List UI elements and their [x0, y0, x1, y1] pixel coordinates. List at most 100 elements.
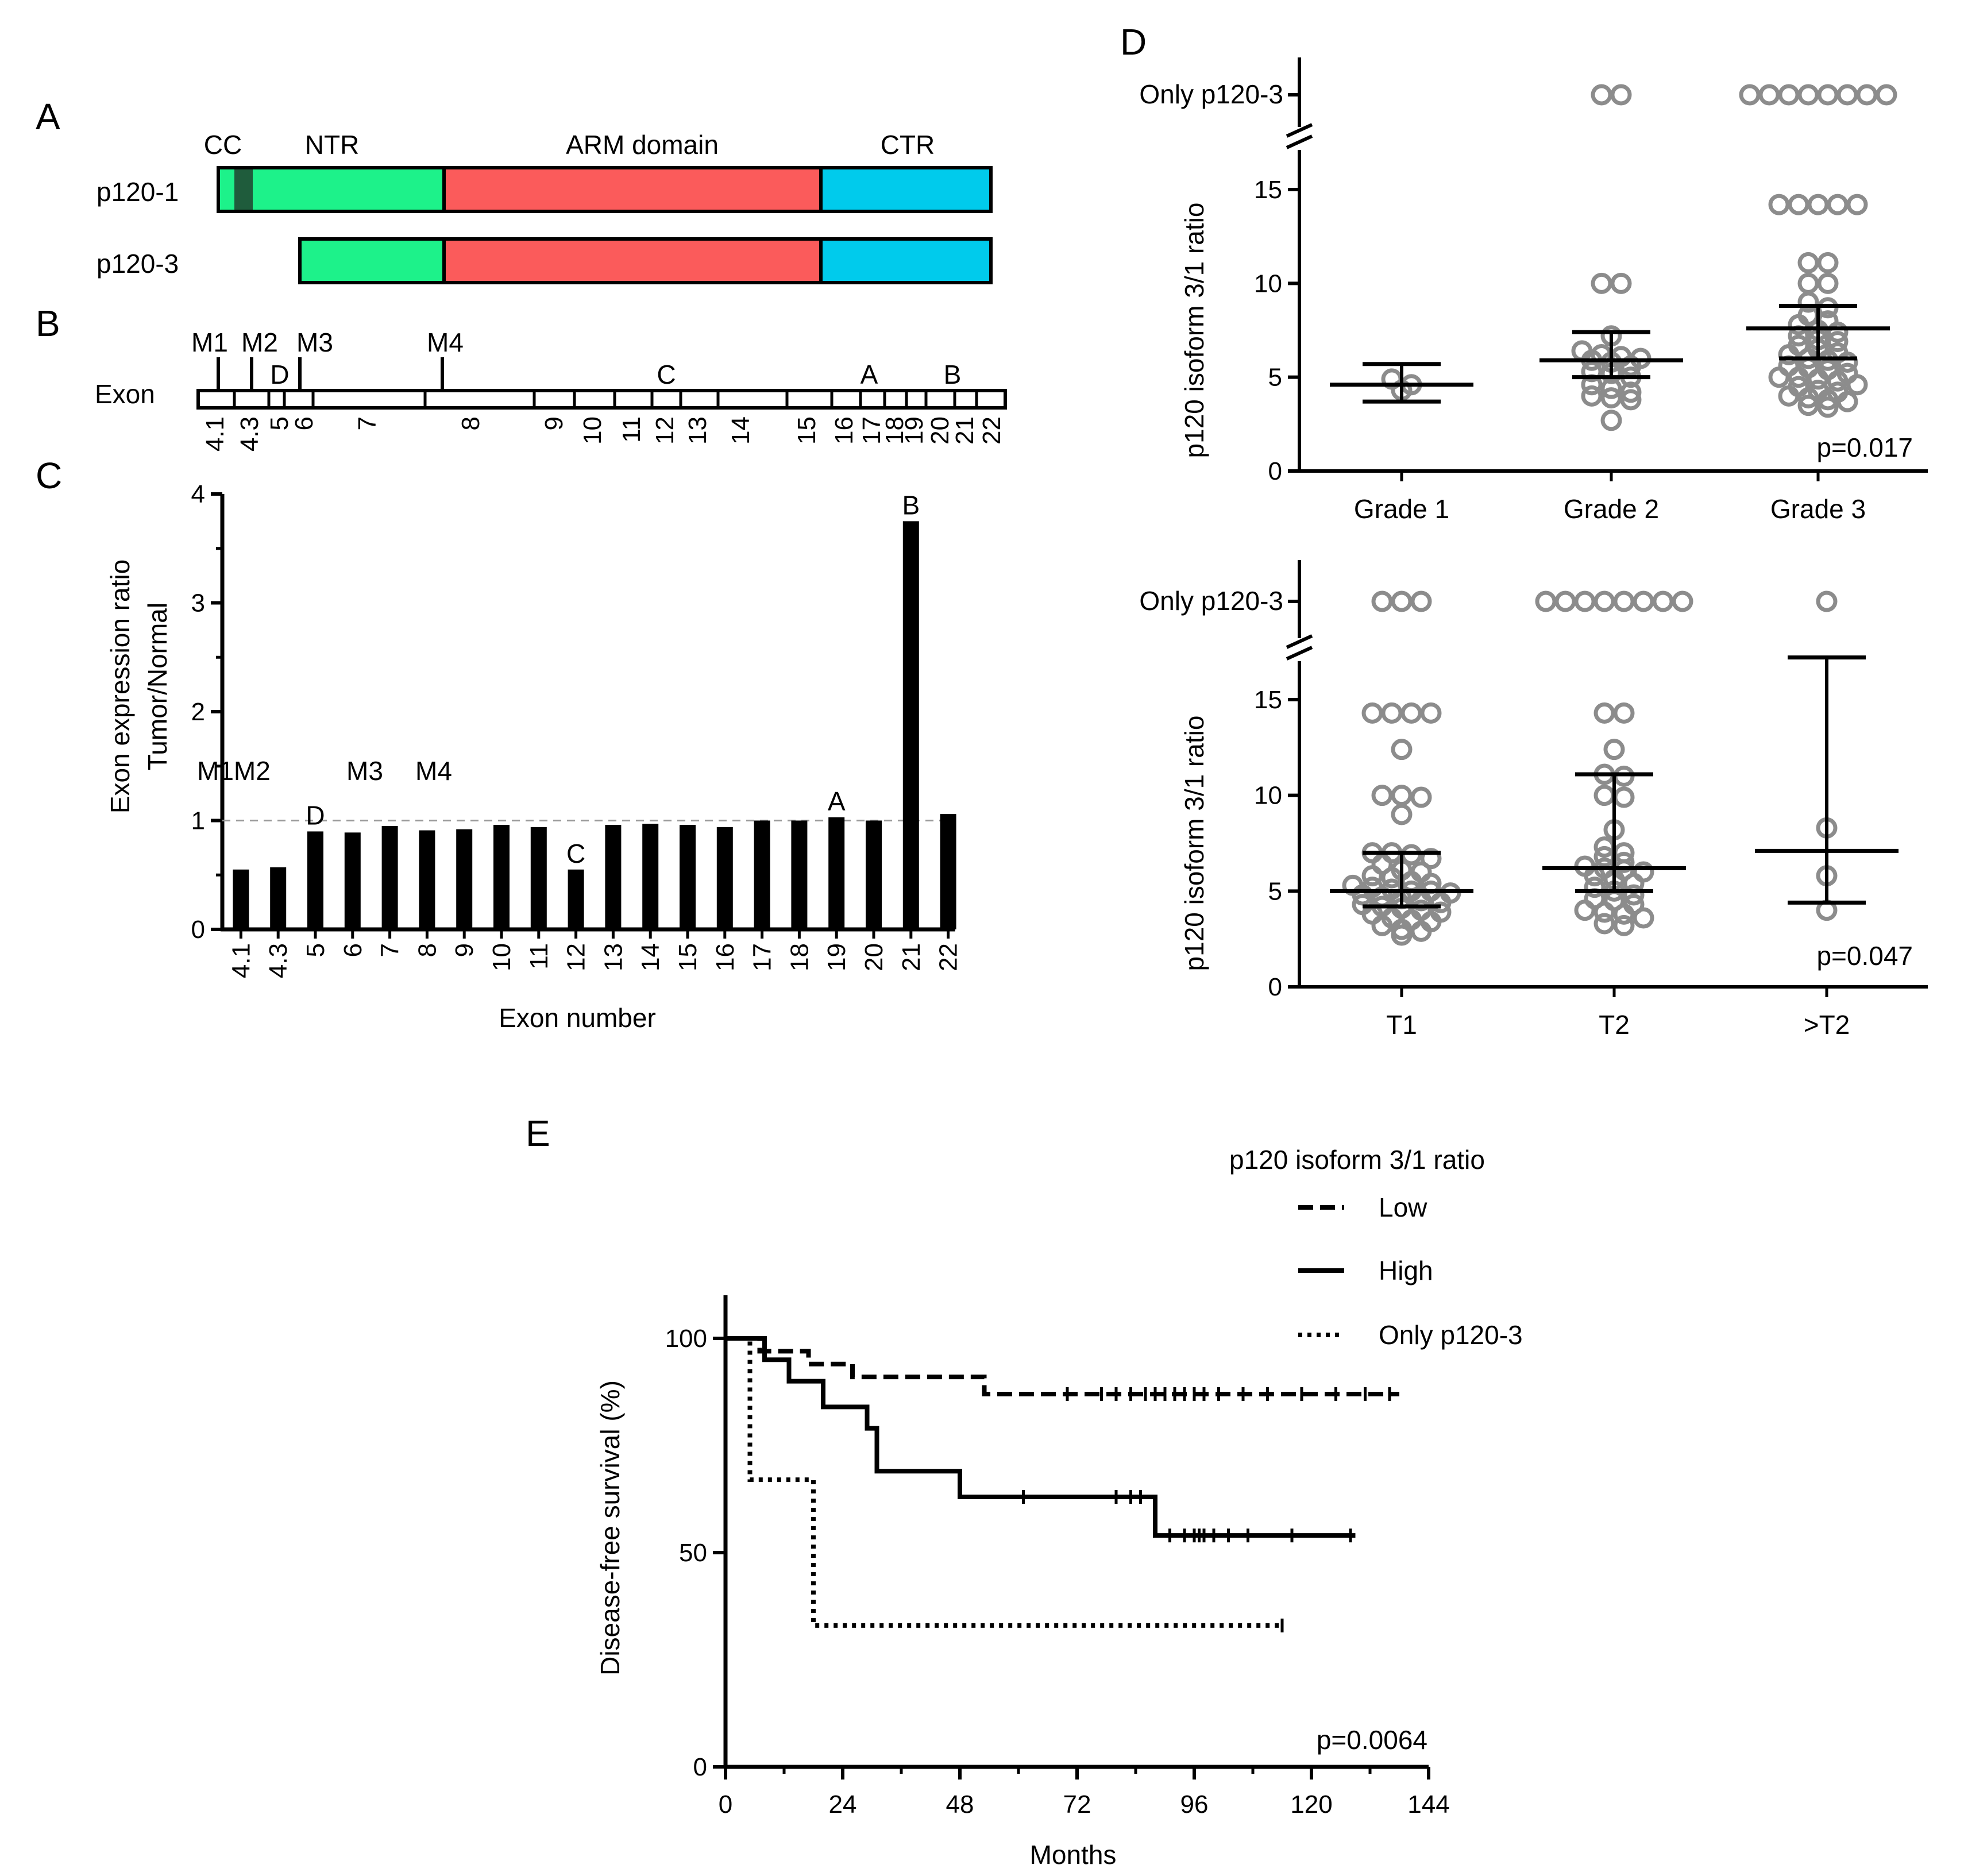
chart-c-bar-20 [866, 820, 882, 929]
km-curve-high [726, 1336, 1356, 1538]
domain-arm [444, 239, 821, 283]
data-point [1797, 252, 1819, 273]
chart-c-xtick-label-18: 18 [785, 943, 813, 971]
chart-c-bar-4-3 [270, 867, 287, 929]
chart-c-bar-19 [828, 817, 845, 929]
chart-e-ytick-label: 0 [693, 1753, 707, 1781]
chart-c-xtick-label-19: 19 [823, 943, 851, 971]
data-point [1391, 739, 1413, 761]
data-point [1581, 385, 1603, 407]
chart-e-xtick-label: 72 [1063, 1790, 1091, 1819]
data-point-only-p120-3 [1410, 590, 1432, 612]
chart-c-xtick-label-14: 14 [636, 943, 665, 971]
data-point [1574, 900, 1596, 921]
chart-c-xtick-label-16: 16 [711, 943, 739, 971]
chart-c-xtick-label-4-1: 4.1 [227, 943, 255, 978]
exon-label-4-3: 4.3 [236, 416, 264, 451]
isoform-label-p120-1: p120-1 [97, 177, 179, 207]
legend-entry-only-p120-3: Only p120-3 [1298, 1320, 1523, 1350]
data-point [1603, 739, 1625, 761]
data-point-only-p120-3 [1816, 590, 1838, 612]
data-point [1420, 702, 1442, 724]
data-point-only-p120-3 [1610, 84, 1632, 106]
chart-c-xtick-label-4-3: 4.3 [264, 943, 292, 978]
domain-label-ntr: NTR [305, 130, 360, 160]
chart-c-xtick-label-5: 5 [302, 943, 330, 957]
data-point [1613, 903, 1635, 925]
chart-c-bar-16 [716, 827, 733, 929]
data-point-only-p120-3 [1739, 84, 1761, 106]
ytick-label: 5 [1268, 364, 1282, 392]
data-point-only-p120-3 [1797, 84, 1819, 106]
data-point-only-p120-3 [1672, 590, 1693, 612]
data-point [1593, 901, 1615, 923]
ytick-label: 0 [1268, 457, 1282, 485]
data-point [1420, 848, 1442, 870]
chart-c-xtick-label-11: 11 [525, 943, 553, 970]
marker-label-m3: M3 [346, 756, 383, 786]
data-point-only-p120-3 [1613, 590, 1635, 612]
data-point-only-p120-3 [1876, 84, 1897, 106]
alt-exon-d: D [270, 360, 289, 389]
chart-c-xtick-label-13: 13 [599, 943, 627, 971]
ytick-label: 0 [1268, 973, 1282, 1001]
ylabel: p120 isoform 3/1 ratio [1179, 203, 1209, 458]
data-point-only-p120-3 [1535, 590, 1557, 612]
data-point [1371, 785, 1393, 806]
data-point [1817, 272, 1839, 294]
chart-e-xtick-label: 48 [946, 1790, 974, 1819]
chart-c-xtick-label-20: 20 [860, 943, 888, 971]
chart-e-xtick-label: 120 [1290, 1790, 1332, 1819]
data-point [1610, 272, 1632, 294]
data-point [1836, 352, 1858, 373]
domain-ctr [821, 239, 991, 283]
data-point-only-p120-3 [1856, 84, 1878, 106]
chart-e-ytick-label: 50 [679, 1539, 707, 1567]
start-codon-m3: M3 [296, 327, 333, 357]
ytick-label: 10 [1254, 782, 1282, 810]
pvalue: p=0.017 [1816, 433, 1913, 462]
axis-break-mark [1286, 134, 1313, 149]
chart-c-bar-22 [940, 814, 956, 929]
data-point [1593, 913, 1615, 935]
data-point [1620, 355, 1642, 377]
start-codon-m1: M1 [191, 327, 228, 357]
data-point-only-p120-3 [1371, 590, 1393, 612]
chart-c-ytick-label: 2 [191, 698, 205, 726]
chart-e-ylabel: Disease-free survival (%) [595, 1380, 625, 1676]
panel-d: D Only p120-3 0 5 10 15 p120 isoform 3/1 rati… [1120, 21, 1928, 1040]
chart-c-xtick-label-22: 22 [935, 943, 963, 971]
chart-c-xtick-label-21: 21 [897, 943, 925, 971]
chart-c-bar-15 [680, 825, 696, 929]
ytick-label: 15 [1254, 176, 1282, 204]
chart-c-bar-9 [456, 829, 473, 929]
ytick-label: 10 [1254, 269, 1282, 298]
ylabel: p120 isoform 3/1 ratio [1179, 716, 1209, 971]
data-point [1620, 381, 1642, 403]
chart-c-xtick-label-10: 10 [488, 943, 516, 971]
exon-label-10: 10 [578, 416, 607, 445]
data-point [1584, 877, 1606, 898]
data-point [1797, 272, 1819, 294]
data-point [1788, 366, 1809, 388]
legend-entry-high: High [1298, 1256, 1433, 1286]
data-point [1593, 785, 1615, 806]
data-point [1807, 194, 1829, 215]
exon-label-15: 15 [793, 416, 821, 445]
chart-c-bar-13 [605, 825, 622, 929]
data-point [1391, 785, 1413, 806]
km-curve-only-p120-3 [726, 1336, 1282, 1628]
chart-e-pvalue: p=0.0064 [1317, 1725, 1427, 1755]
start-codon-m2: M2 [241, 327, 278, 357]
data-point [1778, 385, 1800, 407]
xtick-label-grade-2: Grade 2 [1564, 494, 1659, 524]
chart-c-ytick-label: 3 [191, 589, 205, 617]
exon-label-9: 9 [540, 416, 568, 430]
xtick-label-grade-1: Grade 1 [1354, 494, 1449, 524]
data-point-only-p120-3 [1591, 84, 1612, 106]
chart-c-ytick-label: 4 [191, 480, 205, 508]
legend-label-low: Low [1379, 1192, 1427, 1222]
exon-label-8: 8 [457, 416, 485, 430]
chart-c-ylabel2: Tumor/Normal [142, 603, 172, 770]
xtick-label-t2: T2 [1599, 1010, 1630, 1040]
